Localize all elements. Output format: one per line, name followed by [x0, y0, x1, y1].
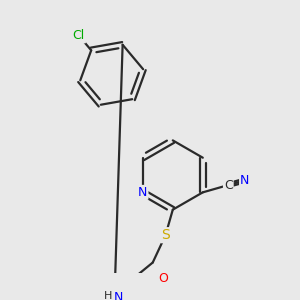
Text: N: N	[138, 186, 148, 199]
Text: O: O	[159, 272, 169, 285]
Text: C: C	[224, 178, 233, 192]
Text: N: N	[240, 174, 249, 187]
Text: H: H	[104, 291, 112, 300]
Text: Cl: Cl	[73, 29, 85, 42]
Text: S: S	[161, 228, 170, 242]
Text: N: N	[113, 291, 123, 300]
